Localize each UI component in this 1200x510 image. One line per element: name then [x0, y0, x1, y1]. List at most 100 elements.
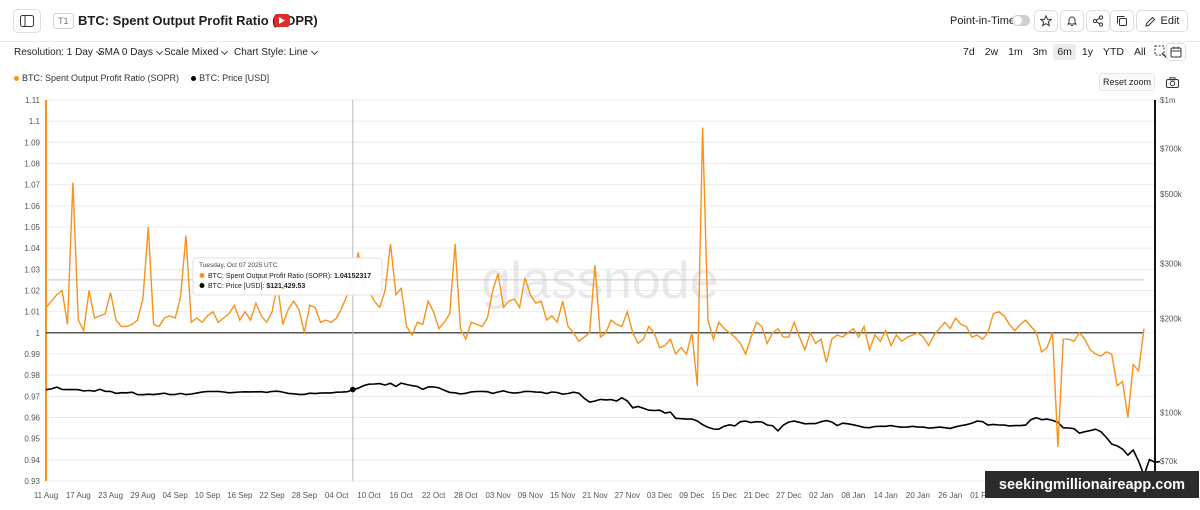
site-watermark: seekingmillionaireapp.com: [985, 471, 1199, 498]
share-icon: [1092, 15, 1104, 27]
favorite-button[interactable]: [1034, 10, 1058, 32]
x-tick-label: 21 Dec: [744, 491, 769, 500]
y-left-tick-label: 1: [36, 329, 41, 338]
y-left-tick-label: 1.09: [24, 138, 40, 147]
tooltip-row: BTC: Price [USD]: $121,429.53: [208, 283, 305, 290]
x-tick-label: 03 Dec: [647, 491, 672, 500]
scale-label: Scale Mixed: [164, 47, 219, 58]
y-right-tick-label: $700k: [1160, 144, 1183, 153]
y-left-tick-label: 1.04: [24, 244, 40, 253]
y-left-tick-label: 1.08: [24, 160, 40, 169]
y-left-tick-label: 0.96: [24, 414, 40, 423]
calendar-icon: [1170, 46, 1182, 58]
x-tick-label: 01 Feb: [970, 491, 995, 500]
tooltip-dot: [199, 283, 205, 288]
reset-zoom-button[interactable]: Reset zoom: [1099, 73, 1155, 91]
range-1y-button[interactable]: 1y: [1081, 46, 1093, 58]
y-left-tick-label: 1.05: [24, 223, 40, 232]
y-right-tick-label: $300k: [1160, 260, 1183, 269]
edit-label: Edit: [1160, 15, 1180, 27]
x-tick-label: 26 Jan: [938, 491, 962, 500]
y-right-tick-label: $200k: [1160, 315, 1183, 324]
sidebar-icon: [20, 15, 34, 27]
x-tick-label: 21 Nov: [582, 491, 607, 500]
x-tick-label: 10 Sep: [195, 491, 221, 500]
sma-dropdown[interactable]: SMA 0 Days: [98, 47, 164, 58]
x-tick-label: 09 Nov: [518, 491, 543, 500]
tier-badge: T1: [53, 13, 74, 29]
bell-icon: [1066, 16, 1078, 26]
screenshot-button[interactable]: [1162, 73, 1182, 91]
y-left-tick-label: 1.07: [24, 181, 40, 190]
tooltip-dot: [199, 273, 205, 278]
x-tick-label: 28 Sep: [292, 491, 318, 500]
x-tick-label: 22 Oct: [422, 491, 446, 500]
legend-item-sopr[interactable]: BTC: Spent Output Profit Ratio (SOPR): [14, 73, 179, 83]
x-tick-label: 10 Oct: [357, 491, 381, 500]
legend-item-price[interactable]: BTC: Price [USD]: [191, 73, 269, 83]
y-left-tick-label: 1.02: [24, 287, 40, 296]
x-tick-label: 28 Oct: [454, 491, 478, 500]
zoom-select-icon[interactable]: [1154, 45, 1168, 59]
x-tick-label: 23 Aug: [98, 491, 123, 500]
range-all-button[interactable]: All: [1134, 46, 1146, 58]
y-right-tick-label: $1m: [1160, 96, 1176, 105]
top-bar: T1 BTC: Spent Output Profit Ratio (SOPR)…: [0, 0, 1200, 42]
y-left-tick-label: 0.97: [24, 392, 40, 401]
edit-button[interactable]: Edit: [1136, 10, 1188, 32]
x-tick-label: 16 Oct: [389, 491, 413, 500]
glassnode-watermark: glassnode: [481, 252, 718, 310]
hover-point-price: [349, 386, 356, 393]
copy-icon: [1117, 16, 1127, 26]
y-right-tick-label: $100k: [1160, 409, 1183, 418]
y-right-tick-label: $70k: [1160, 457, 1178, 466]
range-7d-button[interactable]: 7d: [963, 46, 975, 58]
y-left-tick-label: 0.93: [24, 477, 40, 486]
series-sopr-line: [45, 127, 1145, 448]
y-left-tick-label: 0.95: [24, 435, 40, 444]
sidebar-toggle-button[interactable]: [13, 9, 41, 33]
x-tick-label: 04 Oct: [325, 491, 349, 500]
legend-dot-price: [191, 75, 197, 81]
x-tick-label: 04 Sep: [162, 491, 188, 500]
x-tick-label: 29 Aug: [130, 491, 155, 500]
tooltip-date: Tuesday, Oct 07 2025 UTC: [199, 262, 278, 269]
series-price-line: [45, 382, 1161, 478]
y-left-tick-label: 0.94: [24, 456, 40, 465]
range-2w-button[interactable]: 2w: [984, 46, 999, 58]
point-in-time-toggle[interactable]: [1012, 15, 1030, 26]
x-tick-label: 08 Jan: [841, 491, 865, 500]
share-button[interactable]: [1086, 10, 1110, 32]
x-tick-label: 16 Sep: [227, 491, 253, 500]
y-left-tick-label: 0.99: [24, 350, 40, 359]
calendar-button[interactable]: [1166, 43, 1186, 61]
x-tick-label: 15 Dec: [711, 491, 736, 500]
x-tick-label: 15 Nov: [550, 491, 575, 500]
y-left-tick-label: 1.06: [24, 202, 40, 211]
legend-label-price: BTC: Price [USD]: [199, 73, 270, 83]
alert-button[interactable]: [1060, 10, 1084, 32]
x-tick-label: 27 Nov: [615, 491, 640, 500]
star-icon: [1040, 15, 1052, 27]
legend-dot-sopr: [14, 75, 19, 81]
camera-icon: [1165, 76, 1179, 88]
range-6m-button[interactable]: 6m: [1053, 44, 1076, 60]
copy-button[interactable]: [1110, 10, 1134, 32]
scale-dropdown[interactable]: Scale Mixed: [164, 47, 229, 58]
range-3m-button[interactable]: 3m: [1032, 46, 1048, 58]
chart-style-dropdown[interactable]: Chart Style: Line: [234, 47, 318, 58]
range-ytd-button[interactable]: YTD: [1103, 46, 1124, 58]
y-left-tick-label: 0.98: [24, 371, 40, 380]
y-right-tick-label: $500k: [1160, 190, 1183, 199]
range-1m-button[interactable]: 1m: [1008, 46, 1023, 58]
y-left-tick-label: 1.01: [24, 308, 40, 317]
time-range-selector: 7d 2w 1m 3m 6m 1y YTD All: [958, 42, 1168, 62]
y-left-tick-label: 1.11: [25, 96, 41, 105]
x-tick-label: 17 Aug: [66, 491, 91, 500]
youtube-icon[interactable]: [274, 14, 290, 27]
x-tick-label: 09 Dec: [679, 491, 704, 500]
resolution-dropdown[interactable]: Resolution: 1 Day: [14, 47, 103, 58]
x-tick-label: 20 Jan: [906, 491, 930, 500]
sma-label: SMA 0 Days: [98, 47, 154, 58]
